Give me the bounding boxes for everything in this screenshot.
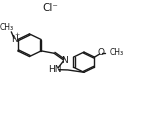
Text: +: + [14, 32, 20, 37]
Text: HN: HN [48, 65, 61, 74]
Text: Cl⁻: Cl⁻ [42, 3, 58, 13]
Text: N: N [61, 56, 67, 65]
Text: CH₃: CH₃ [110, 48, 124, 57]
Text: O: O [97, 48, 104, 57]
Text: CH₃: CH₃ [0, 23, 14, 32]
Text: N: N [11, 35, 18, 44]
